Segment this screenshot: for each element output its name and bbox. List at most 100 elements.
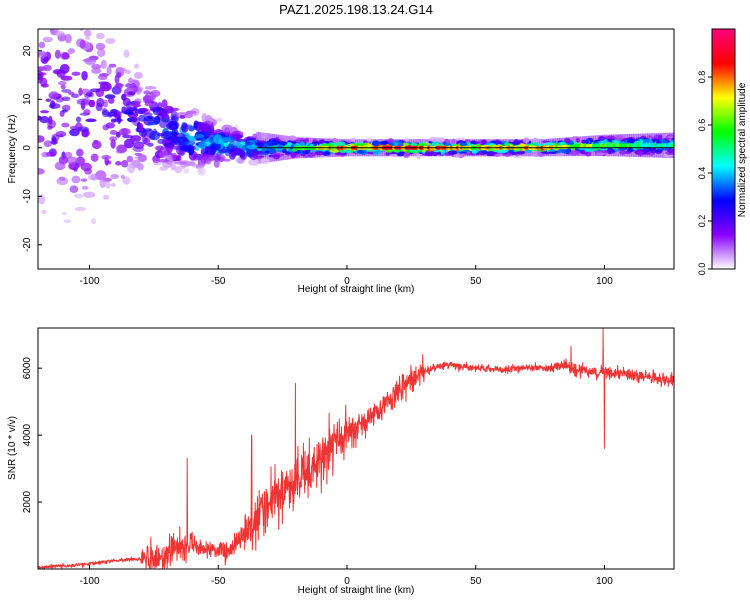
spectrogram-cell [47,119,57,129]
spectrogram-cell [237,159,245,165]
spectrogram-cell [38,168,45,175]
spectrogram-cell [106,111,118,117]
spectrogram-cell [356,150,365,154]
spectrogram-cell [584,140,590,144]
spectrogram-cell [114,74,120,84]
spectrogram-cell [260,159,270,163]
spectrogram-cell [213,158,220,168]
spectrogram-cell [144,102,154,107]
spectrogram-cell [134,152,143,156]
spectrogram-cell [197,167,206,176]
spectrogram-cell [174,165,183,174]
spectrogram-cell [200,156,210,164]
spectrogram-cell [497,150,507,154]
spectrogram-cell [299,142,306,147]
spectrogram-cell [38,194,46,205]
spectrogram-cell [80,178,88,182]
spectrogram-cell [265,140,276,147]
spectrogram-cell [437,137,445,143]
spectrogram-cell [91,140,102,150]
spectrogram-cell [99,178,106,189]
spectrogram-cell [372,149,380,156]
spectrogram-cell [606,135,616,140]
spectrogram-cell [432,152,438,157]
spectrogram-cell [585,147,590,153]
spectrogram-cell [281,148,287,154]
spectrogram-cell [83,191,96,198]
spectrogram-cell [387,138,394,144]
spectrogram-cell [507,139,515,142]
spectrogram-cell [95,32,105,40]
spectrogram-cell [655,148,663,153]
spectrogram-cell [71,71,81,76]
snr-y-axis-label: SNR (10 * v/v) [7,416,18,480]
spectrogram-cell [414,138,420,143]
spectrogram-cell [144,86,157,90]
spectrogram-cell [220,137,232,142]
spectrogram-cell [133,63,139,69]
spectrogram-cell [531,137,540,143]
spectrogram-cell [223,147,230,153]
spectrogram-cell [91,217,97,225]
spectrogram-cell [95,102,103,112]
snr-x-tick-label: 0 [344,576,350,587]
spectrogram-cell [74,206,87,212]
spectrogram-cell [451,138,456,145]
spectrogram-cell [171,152,177,161]
spectrogram-cell [91,63,102,70]
spectrogram-cell [134,110,146,115]
spectrogram-cell [548,151,556,154]
spectrogram-cell [429,137,439,142]
spectrogram-cell [178,143,185,148]
spectrogram-cell [48,103,61,109]
snr-y-tick-label: 6000 [22,357,33,380]
spectrogram-cell [544,142,554,147]
spectrogram-cell [54,31,65,37]
colorbar-tick-label: 0.0 [697,263,707,276]
snr-x-axis-label: Height of straight line (km) [298,585,415,596]
spectrogram-cell [138,122,144,133]
spectrogram-cell [177,112,188,117]
spectrogram-cell [100,59,107,69]
spectrogram-cell [290,152,296,159]
spectrogram-cell [71,175,81,184]
spectrogram-cell [171,116,176,121]
spectrogram-cell [159,151,167,159]
spectrogram-cell [118,127,131,136]
spectrogram-cell [157,109,169,117]
colorbar-tick-label: 0.8 [697,71,707,84]
spectrogram-cell [38,135,45,143]
spectrogram-cell [188,125,195,132]
spectrogram-frame [37,28,675,270]
figure-title: PAZ1.2025.198.13.24.G14 [279,2,433,17]
spectrogram-cell [327,138,333,142]
spectrogram-cell [147,121,158,126]
spectrogram-cell [123,87,136,97]
spectrogram-cell [160,118,170,123]
spectrogram-cell [198,141,208,150]
spectrogram-cell [244,141,254,146]
snr-x-tick-label: 50 [470,576,482,587]
spectrogram-cell [88,91,94,98]
spectrogram-cell [87,174,97,181]
spectrogram-cell [42,64,52,72]
spectrogram-cell [196,122,208,126]
spectrogram-cell [96,48,106,58]
spectrogram-cell [118,67,127,72]
spectrogram-cell [68,0,80,7]
spectrogram-cell [39,116,50,124]
spectrogram-cell [556,153,565,157]
spectrogram-cell [268,154,274,158]
spectrogram-cell [181,165,186,169]
spectrogram-cell [249,137,257,141]
spectrogram-cell [144,128,153,132]
spectrogram-cell [480,140,487,144]
spectrogram-cell [153,161,162,166]
spectrogram-x-tick-label: 100 [596,276,613,287]
spectrogram-cell [102,195,110,200]
snr-x-tick-label: 100 [596,576,613,587]
spectrogram-cell [278,153,285,157]
spectrogram-cell [33,14,45,24]
spectrogram-cell [279,137,286,141]
